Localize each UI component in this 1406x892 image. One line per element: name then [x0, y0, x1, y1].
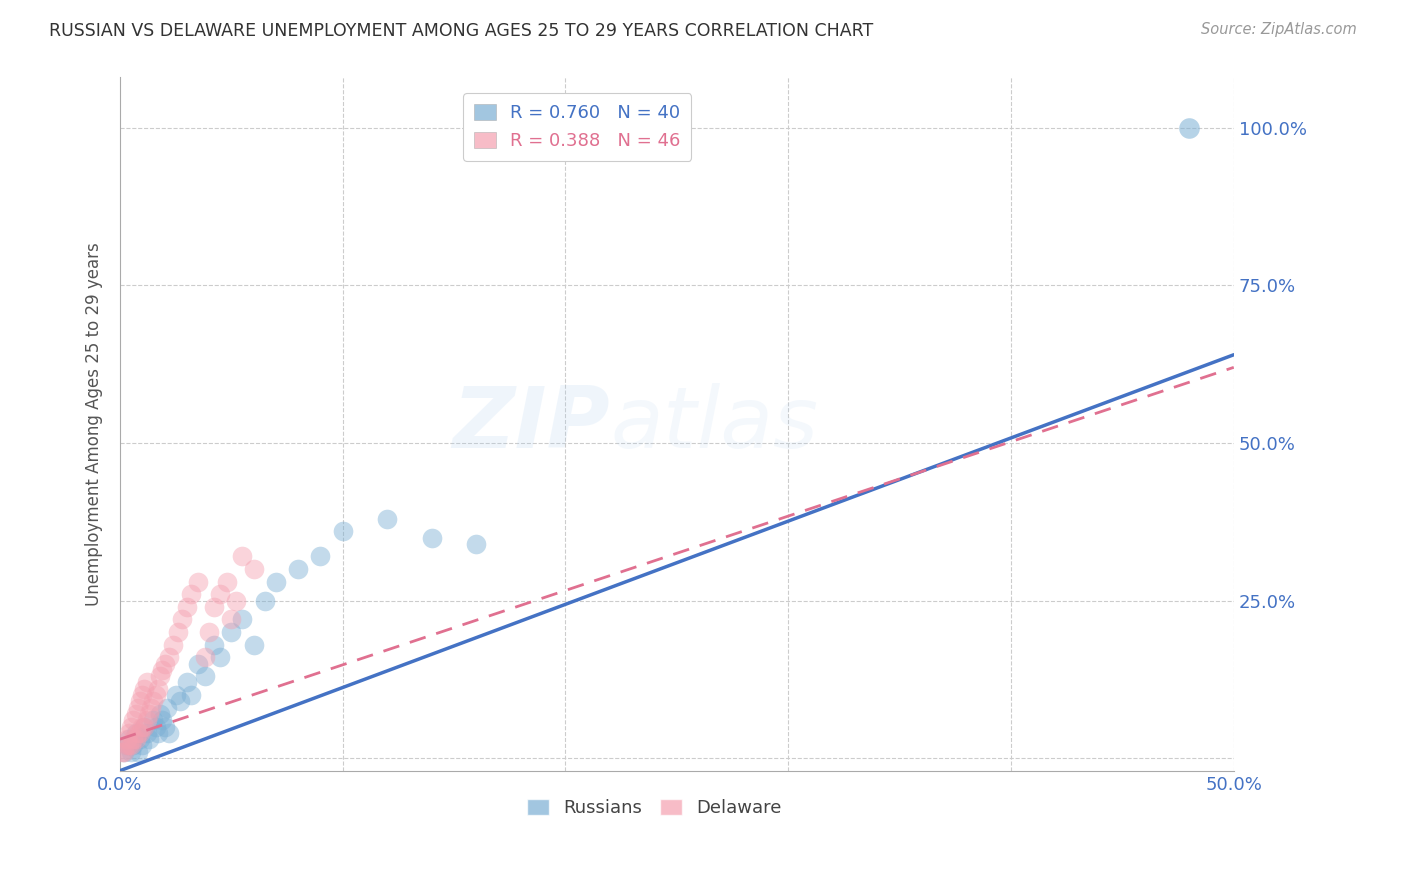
Point	[253, 593, 276, 607]
Point	[149, 669, 172, 683]
Point	[146, 726, 169, 740]
Legend: Russians, Delaware: Russians, Delaware	[520, 791, 789, 824]
Point	[145, 720, 167, 734]
Point	[167, 625, 190, 640]
Point	[202, 638, 225, 652]
Point	[115, 739, 138, 753]
Point	[141, 700, 163, 714]
Point	[287, 562, 309, 576]
Text: Source: ZipAtlas.com: Source: ZipAtlas.com	[1201, 22, 1357, 37]
Point	[146, 681, 169, 696]
Point	[180, 587, 202, 601]
Point	[122, 732, 145, 747]
Point	[135, 726, 157, 740]
Point	[172, 612, 194, 626]
Point	[134, 720, 156, 734]
Point	[150, 663, 173, 677]
Point	[221, 625, 243, 640]
Point	[127, 745, 149, 759]
Point	[131, 720, 153, 734]
Point	[112, 745, 135, 759]
Point	[112, 745, 135, 759]
Point	[138, 706, 160, 721]
Point	[156, 700, 179, 714]
Point	[242, 562, 264, 576]
Point	[153, 720, 176, 734]
Point	[135, 713, 157, 727]
Point	[120, 720, 142, 734]
Point	[118, 732, 141, 747]
Point	[375, 511, 398, 525]
Point	[332, 524, 354, 539]
Point	[176, 599, 198, 614]
Point	[176, 675, 198, 690]
Point	[122, 739, 145, 753]
Text: ZIP: ZIP	[453, 383, 610, 466]
Point	[135, 675, 157, 690]
Y-axis label: Unemployment Among Ages 25 to 29 years: Unemployment Among Ages 25 to 29 years	[86, 243, 103, 606]
Point	[215, 574, 238, 589]
Point	[209, 587, 232, 601]
Point	[124, 732, 146, 747]
Point	[180, 688, 202, 702]
Point	[138, 732, 160, 747]
Point	[194, 669, 217, 683]
Point	[162, 638, 184, 652]
Point	[131, 688, 153, 702]
Point	[202, 599, 225, 614]
Point	[149, 706, 172, 721]
Point	[120, 745, 142, 759]
Point	[157, 726, 180, 740]
Point	[129, 726, 152, 740]
Point	[122, 713, 145, 727]
Point	[150, 713, 173, 727]
Point	[225, 593, 247, 607]
Point	[111, 745, 134, 759]
Point	[231, 612, 253, 626]
Point	[209, 650, 232, 665]
Point	[231, 549, 253, 564]
Point	[120, 739, 142, 753]
Point	[134, 681, 156, 696]
Text: atlas: atlas	[610, 383, 818, 466]
Point	[134, 720, 156, 734]
Point	[127, 700, 149, 714]
Point	[115, 739, 138, 753]
Point	[1178, 120, 1201, 135]
Point	[131, 739, 153, 753]
Point	[142, 713, 165, 727]
Point	[124, 726, 146, 740]
Point	[153, 657, 176, 671]
Point	[194, 650, 217, 665]
Point	[118, 726, 141, 740]
Point	[264, 574, 287, 589]
Point	[465, 537, 488, 551]
Point	[242, 638, 264, 652]
Point	[127, 726, 149, 740]
Point	[157, 650, 180, 665]
Point	[118, 739, 141, 753]
Point	[187, 657, 209, 671]
Text: RUSSIAN VS DELAWARE UNEMPLOYMENT AMONG AGES 25 TO 29 YEARS CORRELATION CHART: RUSSIAN VS DELAWARE UNEMPLOYMENT AMONG A…	[49, 22, 873, 40]
Point	[221, 612, 243, 626]
Point	[165, 688, 187, 702]
Point	[198, 625, 221, 640]
Point	[115, 732, 138, 747]
Point	[169, 694, 191, 708]
Point	[124, 706, 146, 721]
Point	[187, 574, 209, 589]
Point	[142, 694, 165, 708]
Point	[309, 549, 332, 564]
Point	[129, 694, 152, 708]
Point	[129, 732, 152, 747]
Point	[420, 531, 443, 545]
Point	[145, 688, 167, 702]
